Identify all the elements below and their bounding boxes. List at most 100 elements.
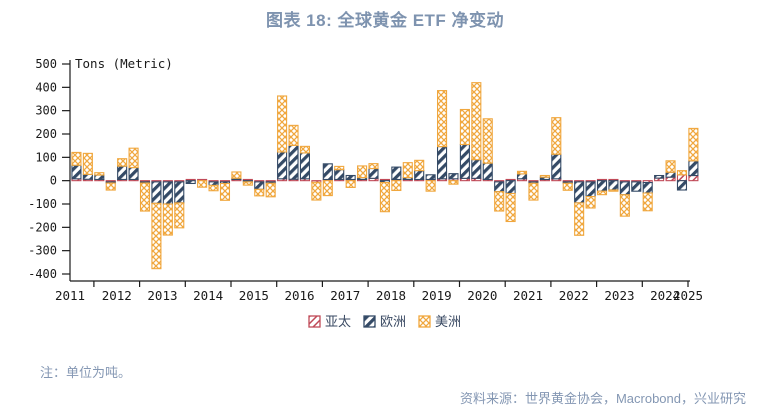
bar-segment-美洲-2013Q2	[151, 202, 162, 270]
bar-segment-欧洲-2019Q2	[425, 174, 436, 181]
bar-segment-欧洲-2025Q1	[688, 160, 699, 177]
bar-segment-美洲-2021Q3	[528, 182, 539, 201]
chart-title: 图表 18: 全球黄金 ETF 净变动	[265, 11, 505, 30]
bar-segment-欧洲-2023Q3	[619, 181, 630, 196]
bar-segment-欧洲-2024Q4	[676, 180, 688, 191]
bar-segment-美洲-2011Q4	[82, 152, 93, 175]
bar-segment-欧洲-2018Q3	[391, 166, 402, 181]
bar-segment-美洲-2022Q1	[551, 117, 562, 155]
bar-segment-欧洲-2018Q1	[368, 167, 379, 179]
bar-segment-欧洲-2019Q1	[414, 170, 425, 181]
bar-segment-美洲-2015Q2	[242, 181, 253, 186]
bar-segment-美洲-2017Q4	[357, 165, 368, 179]
y-tick-label: 500	[35, 57, 57, 71]
bar-segment-欧洲-2014Q1	[185, 180, 196, 185]
bar-segment-美洲-2022Q4	[585, 196, 596, 209]
bar-segment-美洲-2015Q3	[254, 188, 265, 197]
y-tick-label: 100	[35, 150, 57, 164]
y-tick-label: -200	[28, 220, 57, 234]
bar-segment-美洲-2020Q4	[494, 191, 505, 212]
x-tick-label: 2011	[55, 288, 85, 303]
bar-segment-美洲-2013Q4	[174, 202, 185, 229]
bar-segment-欧洲-2019Q3	[436, 146, 448, 180]
bar-segment-美洲-2021Q1	[505, 192, 516, 223]
bar-segment-美洲-2024Q3	[665, 160, 676, 173]
x-tick-label: 2021	[513, 288, 543, 303]
bar-segment-欧洲-2021Q1	[505, 180, 516, 195]
bar-segment-欧洲-2017Q3	[345, 174, 356, 181]
bar-segment-欧洲-2023Q4	[631, 181, 642, 192]
bar-segment-美洲-2020Q3	[482, 118, 493, 164]
bar-segment-欧洲-2020Q3	[482, 162, 493, 181]
x-tick-label: 2020	[467, 288, 497, 303]
bar-segment-美洲-2025Q1	[688, 127, 699, 162]
bar-segment-欧洲-2016Q2	[288, 144, 299, 180]
bar-segment-美洲-2017Q2	[334, 165, 345, 171]
bar-segment-美洲-2019Q4	[448, 180, 459, 185]
chart-canvas: 500 400 300 200 100 0 -100 -200 -300 -400 Tons (Me…	[28, 56, 703, 329]
bar-segment-美洲-2018Q2	[379, 181, 390, 213]
bar-segment-欧洲-2012Q3	[117, 165, 128, 181]
bar-segment-欧洲-2021Q2	[516, 173, 528, 180]
bar-segment-美洲-2016Q4	[311, 181, 322, 201]
bar-segment-欧洲-2017Q2	[334, 169, 345, 181]
bar-segment-欧洲-2016Q3	[299, 152, 311, 180]
bar-segment-美洲-2017Q1	[322, 180, 333, 197]
bar-segment-美洲-2012Q3	[117, 158, 128, 167]
bars	[71, 82, 699, 270]
x-tick-label: 2018	[376, 288, 406, 303]
bar-segment-美洲-2015Q4	[265, 182, 276, 198]
y-tick-label: -400	[28, 267, 57, 281]
legend-label: 亚太	[325, 314, 351, 329]
bar-segment-美洲-2019Q2	[425, 180, 436, 192]
bar-segment-美洲-2012Q2	[105, 182, 116, 191]
y-tick-label: -100	[28, 197, 57, 211]
y-tick-label: 400	[35, 80, 57, 94]
bar-segment-美洲-2018Q3	[391, 180, 402, 192]
bar-segment-美洲-2018Q4	[402, 162, 413, 179]
bar-segment-美洲-2011Q3	[71, 151, 82, 166]
bar-segment-美洲-2021Q4	[539, 174, 550, 178]
legend-swatch-美洲	[418, 315, 431, 328]
bar-segment-美洲-2016Q3	[299, 145, 311, 154]
y-tick-label: -300	[28, 244, 57, 258]
bar-segment-欧洲-2012Q1	[94, 174, 105, 181]
x-tick-label: 2016	[284, 288, 314, 303]
chart-legend: 亚太 欧洲 美洲	[308, 314, 461, 329]
bar-segment-欧洲-2022Q3	[574, 181, 585, 204]
x-tick-label: 2015	[239, 288, 269, 303]
legend-swatch-欧洲	[363, 315, 376, 328]
bar-segment-美洲-2014Q2	[197, 180, 208, 188]
x-axis: 2011 2012 2013 2014 2015 2016 2017 2018 2019 2020…	[55, 280, 703, 303]
bar-segment-欧洲-2022Q1	[551, 153, 562, 180]
bar-segment-欧洲-2019Q4	[448, 173, 459, 180]
footnote: 注：单位为吨。	[40, 365, 132, 380]
bar-segment-美洲-2013Q1	[139, 182, 151, 212]
bar-segment-欧洲-2023Q2	[608, 180, 619, 191]
y-tick-label: 0	[50, 174, 57, 188]
bar-segment-欧洲-2024Q3	[665, 171, 676, 178]
bar-segment-欧洲-2016Q1	[277, 151, 288, 180]
bar-segment-美洲-2020Q2	[471, 82, 482, 161]
bar-segment-欧洲-2013Q3	[162, 181, 173, 205]
bar-segment-美洲-2021Q2	[516, 170, 528, 175]
bar-segment-欧洲-2015Q3	[254, 181, 265, 190]
bar-segment-欧洲-2011Q3	[71, 164, 82, 180]
bar-segment-美洲-2016Q1	[277, 95, 288, 153]
bar-segment-美洲-2013Q3	[162, 203, 173, 236]
bar-segment-美洲-2019Q3	[436, 90, 448, 148]
bar-segment-美洲-2014Q3	[208, 184, 219, 192]
bar-segment-美洲-2020Q1	[459, 108, 470, 146]
axis-unit-label: Tons (Metric)	[75, 56, 173, 71]
source-line: 资料来源：世界黄金协会，Macrobond，兴业研究	[459, 391, 746, 406]
bar-segment-欧洲-2011Q4	[82, 173, 93, 180]
legend-label: 欧洲	[380, 314, 406, 329]
bar-segment-欧洲-2012Q4	[128, 167, 139, 181]
x-tick-label: 2025	[673, 288, 703, 303]
bar-segment-美洲-2024Q4	[676, 170, 688, 176]
x-tick-label: 2012	[102, 288, 132, 303]
bar-segment-美洲-2022Q3	[574, 202, 585, 236]
bar-segment-亚太-2025Q1	[688, 174, 699, 182]
y-tick-label: 200	[35, 127, 57, 141]
legend-label: 美洲	[435, 314, 461, 329]
